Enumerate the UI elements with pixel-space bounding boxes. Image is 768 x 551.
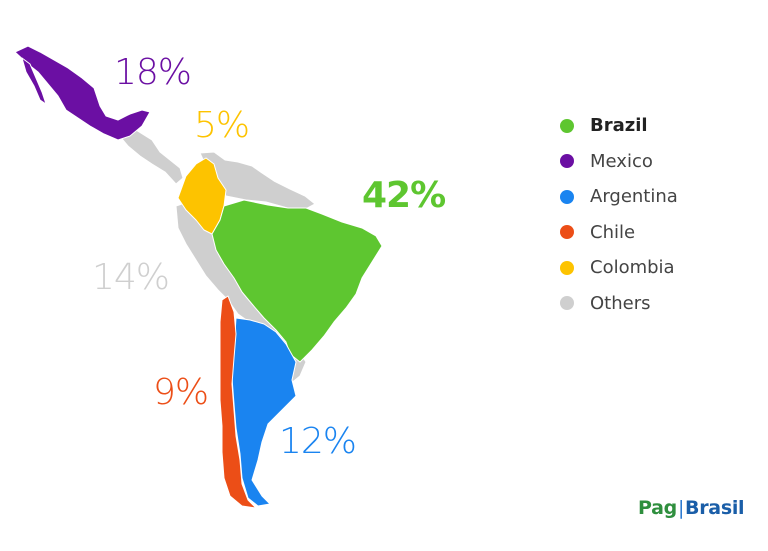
legend: Brazil Mexico Argentina Chile Colombia Others: [560, 108, 678, 321]
region-brazil: [211, 199, 383, 363]
logo-separator: |: [677, 497, 685, 519]
legend-dot-brazil: [560, 118, 574, 133]
region-mexico-1: [21, 57, 47, 105]
legend-dot-mexico: [560, 154, 574, 169]
legend-item-argentina: Argentina: [560, 179, 678, 215]
legend-item-brazil: Brazil: [560, 108, 678, 144]
legend-label-chile: Chile: [590, 221, 636, 243]
legend-item-mexico: Mexico: [560, 144, 678, 180]
pagbrasil-logo: Pag|Brasil: [638, 497, 745, 519]
legend-item-colombia: Colombia: [560, 250, 678, 286]
legend-label-brazil: Brazil: [590, 115, 648, 137]
legend-item-chile: Chile: [560, 215, 678, 251]
region-others: [117, 129, 184, 185]
pct-label-brazil: 42%: [362, 175, 446, 216]
region-chile: [219, 295, 257, 509]
legend-dot-colombia: [560, 260, 574, 275]
region-mexico: [14, 45, 151, 141]
legend-label-argentina: Argentina: [590, 186, 678, 208]
legend-dot-others: [560, 296, 574, 311]
logo-part-pag: Pag: [638, 497, 677, 519]
legend-item-others: Others: [560, 286, 678, 322]
legend-dot-chile: [560, 225, 574, 240]
region-argentina: [231, 317, 297, 507]
legend-label-colombia: Colombia: [590, 257, 675, 279]
pct-label-mexico: 18%: [114, 52, 192, 93]
legend-label-mexico: Mexico: [590, 150, 653, 172]
logo-part-brasil: Brasil: [685, 497, 745, 519]
pct-label-colombia: 5%: [194, 105, 250, 146]
pct-label-others: 14%: [92, 257, 170, 298]
pct-label-chile: 9%: [153, 372, 209, 413]
pct-label-argentina: 12%: [279, 421, 357, 462]
legend-label-others: Others: [590, 292, 651, 314]
legend-dot-argentina: [560, 189, 574, 204]
